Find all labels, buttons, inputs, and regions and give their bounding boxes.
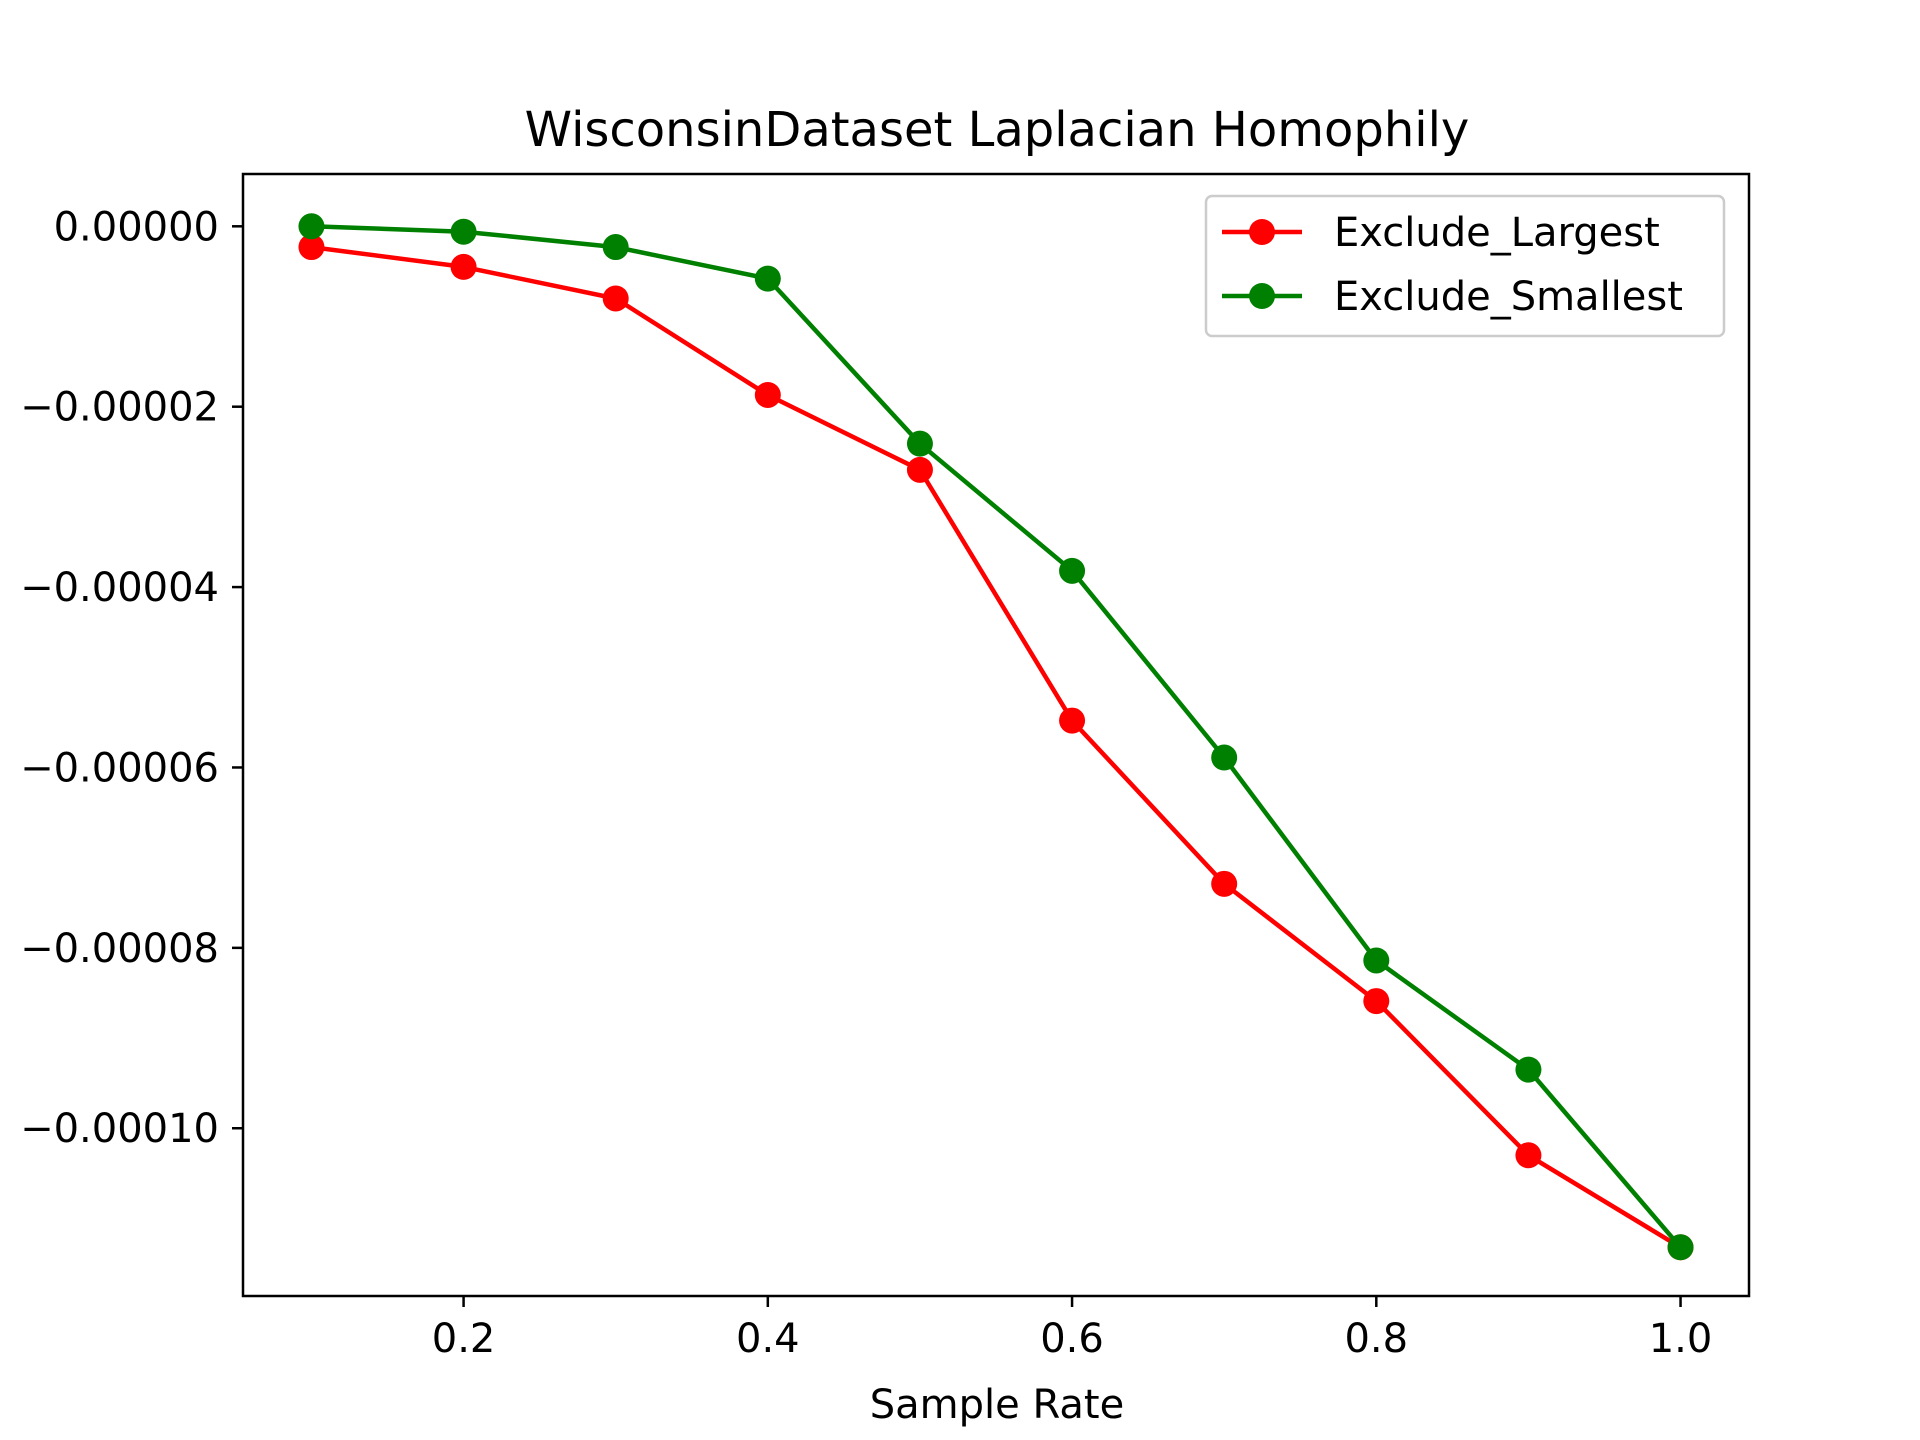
plot-frame	[241, 172, 1751, 1298]
series-line-exclude-smallest	[311, 224, 1683, 1249]
legend-marker-exclude-largest	[1249, 219, 1275, 245]
data-point-exclude-largest	[1211, 870, 1238, 897]
legend-label-exclude-largest: Exclude_Largest	[1334, 210, 1660, 256]
x-axis-label: Sample Rate	[870, 1382, 1124, 1428]
data-point-exclude-smallest	[1363, 947, 1390, 974]
data-point-exclude-largest	[450, 253, 477, 280]
plot-area	[298, 213, 1694, 1261]
data-point-exclude-largest	[754, 381, 781, 408]
legend-box	[1204, 194, 1726, 338]
axes: 0.2 0.4 0.6 0.8 1.0 0.00000 −0.00002 −0.00004 −0…	[20, 172, 1751, 1362]
data-point-exclude-smallest	[1667, 1234, 1694, 1261]
data-point-exclude-smallest	[1059, 557, 1086, 584]
y-tick-label: 0.00000	[54, 204, 219, 250]
data-point-exclude-largest	[602, 285, 629, 312]
y-tick-label: −0.00008	[20, 926, 219, 972]
x-tick-label: 0.4	[736, 1316, 800, 1362]
series-line-exclude-largest	[311, 244, 1682, 1250]
legend-marker-exclude-smallest	[1249, 283, 1275, 309]
data-point-exclude-largest	[1059, 707, 1086, 734]
data-point-exclude-smallest	[298, 213, 325, 240]
x-tick-label: 0.8	[1344, 1316, 1408, 1362]
data-point-exclude-smallest	[602, 234, 629, 261]
data-point-exclude-largest	[1515, 1142, 1542, 1169]
data-point-exclude-smallest	[1515, 1056, 1542, 1083]
y-tick-label: −0.00006	[20, 745, 219, 791]
data-point-exclude-smallest	[906, 430, 933, 457]
x-tick-label: 1.0	[1649, 1316, 1713, 1362]
data-point-exclude-smallest	[1211, 744, 1238, 771]
chart-title: WisconsinDataset Laplacian Homophily	[525, 102, 1470, 158]
data-point-exclude-largest	[1363, 988, 1390, 1015]
x-tick-label: 0.2	[432, 1316, 496, 1362]
data-point-exclude-smallest	[450, 218, 477, 245]
x-tick-label: 0.6	[1040, 1316, 1104, 1362]
data-point-exclude-largest	[298, 234, 325, 261]
data-point-exclude-largest	[906, 456, 933, 483]
y-tick-label: −0.00004	[20, 565, 219, 611]
data-point-exclude-smallest	[754, 265, 781, 292]
legend: Exclude_Largest Exclude_Smallest	[1204, 194, 1726, 338]
y-tick-label: −0.00010	[20, 1106, 219, 1152]
y-tick-label: −0.00002	[20, 385, 219, 431]
legend-label-exclude-smallest: Exclude_Smallest	[1334, 274, 1683, 320]
